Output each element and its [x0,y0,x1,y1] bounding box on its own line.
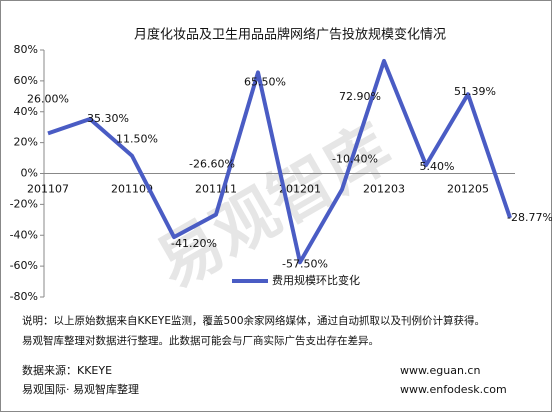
y-tick-label: -80% [10,290,38,303]
note: 易观智库整理对数据进行整理。此数据可能会与厂商实际广告支出存在差异。 [22,334,379,347]
data-label: -28.77% [507,211,552,224]
x-tick-label: 201201 [279,183,321,196]
y-tick-label: -20% [10,197,38,210]
x-tick-label: 201109 [111,183,153,196]
y-tick-label: -40% [10,228,38,241]
y-tick-label: 40% [14,105,38,118]
data-label: -10.40% [332,153,378,166]
x-tick-label: 201205 [447,183,489,196]
data-label: 72.90% [339,90,381,103]
legend-label: 费用规模环比变化 [272,273,360,287]
data-label: 65.50% [244,75,286,88]
data-label: -57.50% [282,257,328,270]
chart-title: 月度化妆品及卫生用品品牌网络广告投放规模变化情况 [134,27,446,43]
x-tick-label: 201107 [27,183,69,196]
data-label: 51.39% [454,85,496,98]
y-tick-label: -60% [10,259,38,272]
data-label: 5.40% [420,160,455,173]
y-tick-label: 80% [14,43,38,56]
data-label: 35.30% [87,112,129,125]
data-label: 26.00% [27,92,69,105]
line [47,58,512,265]
y-tick-label: 20% [14,136,38,149]
note: 说明：以上原始数据来自KKEYE监测，覆盖500余家网络媒体，通过自动抓取以及刊… [22,314,485,327]
x-tick-label: 201111 [195,183,237,196]
data-label: -41.20% [171,237,217,250]
data-label: -26.60% [189,158,235,171]
x-tick-label: 201203 [363,183,405,196]
site: www.enfodesk.com [400,383,507,396]
org: 易观国际· 易观智库整理 [22,382,139,396]
y-tick-label: 60% [14,74,38,87]
data-label: 11.50% [116,133,158,146]
source: 数据来源：KKEYE [22,363,112,377]
site: www.eguan.cn [400,364,480,377]
y-tick-label: 0% [21,167,38,180]
